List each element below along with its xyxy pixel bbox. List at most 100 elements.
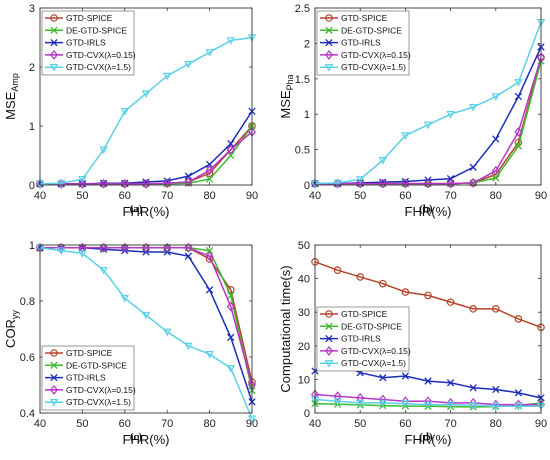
- y-tick-label: 0.4: [20, 408, 35, 420]
- legend-entry-gtd-cvx-0-15: GTD-CVX(λ=0.15): [320, 50, 411, 60]
- legend-entry-de-gtd-spice: DE-GTD-SPICE: [45, 360, 127, 370]
- legend-label: GTD-CVX(λ=1.5): [66, 397, 131, 407]
- axes-frame: [39, 244, 253, 414]
- data-point: [514, 142, 523, 150]
- x-tick-label: 40: [34, 418, 46, 430]
- y-tick-label: 50: [298, 240, 310, 252]
- data-point: [205, 251, 214, 262]
- legend-marker: [325, 14, 333, 22]
- legend-marker: [325, 49, 333, 60]
- legend-marker: [325, 322, 333, 330]
- y-axis-label-main: MSE: [3, 91, 18, 120]
- legend-marker: [50, 384, 58, 395]
- data-point: [184, 60, 193, 69]
- legend-entry-de-gtd-spice: DE-GTD-SPICE: [45, 25, 127, 35]
- y-tick-label: 0.8: [20, 296, 35, 308]
- x-tick-label: 40: [309, 418, 321, 430]
- legend-label: GTD-SPICE: [66, 13, 113, 23]
- data-point: [57, 242, 66, 253]
- data-point: [99, 242, 108, 253]
- data-point: [205, 351, 214, 359]
- legend-label: GTD-SPICE: [66, 348, 113, 358]
- y-axis-label: MSEAmp: [3, 73, 20, 120]
- legend-label: GTD-SPICE: [341, 13, 388, 23]
- data-point: [491, 305, 500, 313]
- legend-marker: [325, 38, 333, 47]
- legend-entry-de-gtd-spice: DE-GTD-SPICE: [320, 321, 402, 331]
- data-point: [469, 177, 478, 188]
- data-point: [355, 399, 365, 408]
- data-point: [446, 298, 455, 306]
- data-point: [378, 279, 387, 288]
- data-point: [226, 365, 236, 373]
- legend-entry-gtd-irls: GTD-IRLS: [320, 38, 381, 48]
- data-point: [120, 108, 130, 116]
- y-axis-label: MSEPha: [278, 74, 295, 118]
- y-tick-label: 0: [304, 408, 310, 420]
- legend-entry-gtd-cvx-0-15: GTD-CVX(λ=0.15): [320, 346, 411, 356]
- legend-marker: [324, 360, 334, 368]
- data-point: [423, 401, 433, 410]
- data-point: [492, 135, 500, 143]
- legend-entry-gtd-spice: GTD-SPICE: [320, 309, 388, 319]
- legend-entry-gtd-spice: GTD-SPICE: [45, 348, 113, 358]
- y-tick-label: 1.5: [295, 74, 310, 86]
- legend-label: GTD-IRLS: [341, 334, 381, 344]
- series-line: [315, 57, 542, 185]
- legend-label: GTD-IRLS: [66, 373, 106, 383]
- data-point: [491, 403, 501, 411]
- data-point: [514, 79, 523, 87]
- legend-entry-gtd-irls: GTD-IRLS: [45, 373, 106, 383]
- x-tick-label: 60: [399, 190, 411, 202]
- series-line: [39, 36, 253, 185]
- data-point: [227, 140, 235, 148]
- legend-marker: [325, 310, 333, 318]
- data-point: [226, 301, 235, 312]
- y-tick-label: 30: [298, 307, 310, 319]
- legend-marker: [49, 399, 59, 407]
- data-point: [227, 333, 235, 342]
- data-point: [226, 144, 235, 155]
- legend: GTD-SPICE DE-GTD-SPICE GTD-IRLS GTD-CVX(λ=0…: [316, 306, 411, 372]
- data-point: [205, 165, 214, 176]
- legend-entry-gtd-spice: GTD-SPICE: [45, 13, 113, 23]
- data-point: [227, 291, 235, 300]
- legend-entry-gtd-irls: GTD-IRLS: [320, 334, 381, 344]
- x-tick-label: 90: [535, 418, 547, 430]
- data-point: [468, 103, 478, 112]
- data-point: [56, 247, 66, 256]
- legend-marker: [50, 49, 58, 60]
- data-point: [424, 377, 432, 385]
- axes-frame: [314, 244, 542, 414]
- legend: GTD-SPICE DE-GTD-SPICE GTD-IRLS GTD-CVX(λ=0…: [316, 10, 411, 76]
- legend-entry-gtd-cvx-1-5: GTD-CVX(λ=1.5): [45, 397, 131, 407]
- data-point: [205, 160, 214, 169]
- panel-b: 40 50 60 70 80 90 0 0.5 1 1.5 2 2.5 FHR(%) MSEPha GTD-…: [278, 3, 547, 219]
- data-point: [468, 402, 478, 410]
- data-point: [227, 151, 235, 160]
- series-line: [40, 247, 253, 386]
- series-line: [314, 21, 542, 185]
- x-tick-label: 40: [34, 190, 46, 202]
- y-tick-label: 20: [298, 341, 310, 353]
- y-tick-label: 0.6: [20, 352, 35, 364]
- legend: GTD-SPICE DE-GTD-SPICE GTD-IRLS GTD-CVX(λ=0…: [41, 10, 136, 76]
- data-point: [446, 379, 455, 387]
- y-axis-label-sub: Amp: [10, 73, 20, 92]
- panel-label: (a): [130, 203, 143, 215]
- data-point: [120, 295, 130, 303]
- legend-marker: [325, 345, 333, 356]
- legend-entry-gtd-cvx-0-15: GTD-CVX(λ=0.15): [45, 50, 136, 60]
- data-point: [401, 372, 410, 380]
- x-tick-label: 90: [246, 418, 258, 430]
- legend-marker: [50, 38, 58, 47]
- data-point: [205, 175, 214, 183]
- x-tick-label: 80: [490, 418, 502, 430]
- x-tick-label: 60: [119, 190, 131, 202]
- data-point: [78, 175, 87, 184]
- y-axis-label: CORyy: [3, 310, 20, 348]
- x-tick-label: 80: [203, 190, 215, 202]
- x-tick-label: 90: [535, 190, 547, 202]
- data-point: [141, 311, 151, 320]
- data-point: [514, 315, 523, 323]
